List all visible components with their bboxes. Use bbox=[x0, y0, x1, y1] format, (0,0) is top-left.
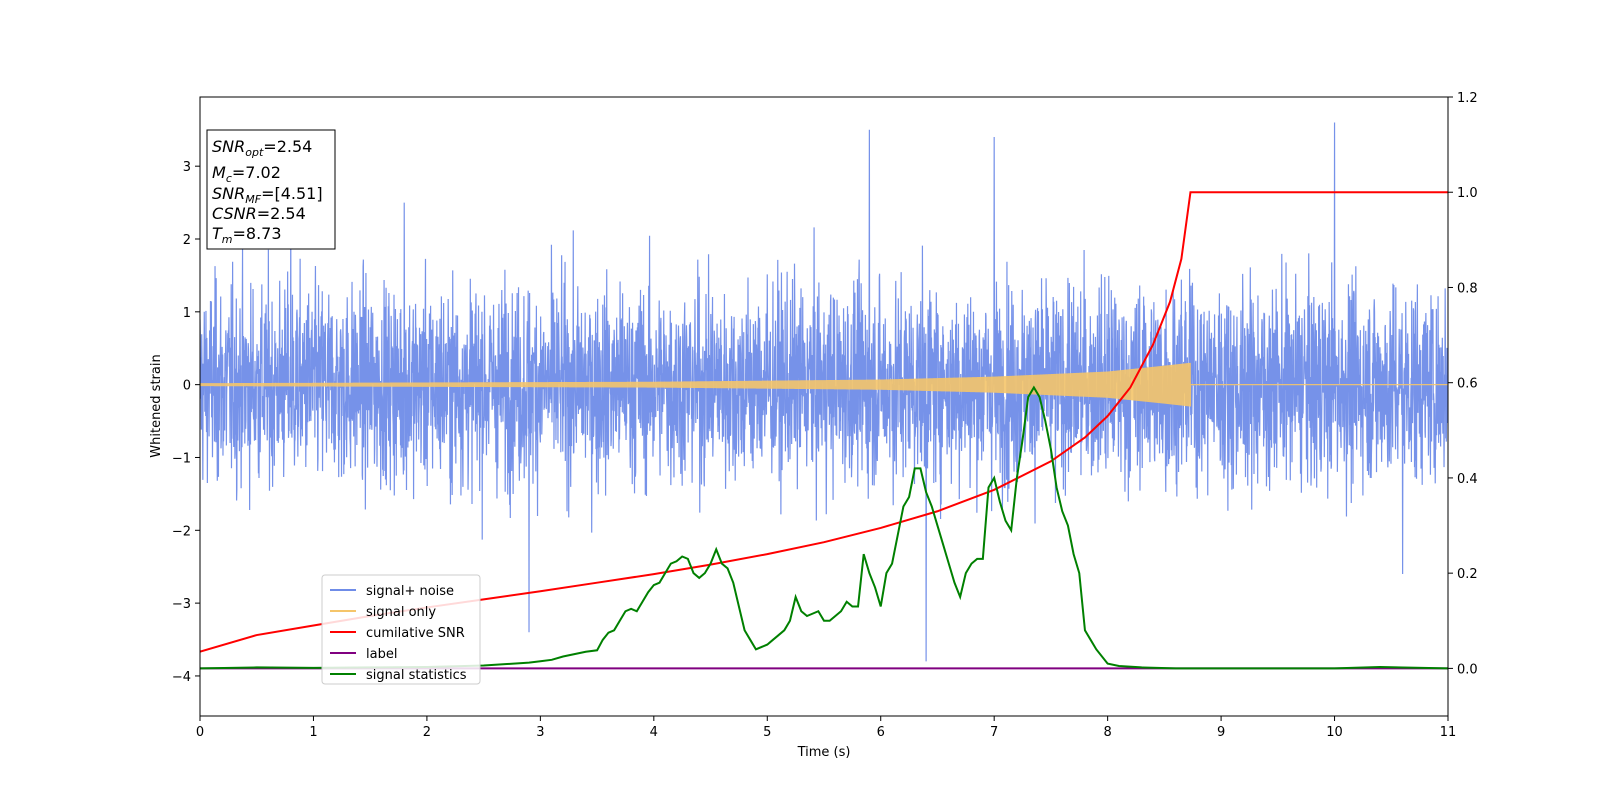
legend-entry: signal only bbox=[366, 605, 436, 620]
info-mc: Mc=7.02 bbox=[212, 163, 281, 185]
y-right-tick-label: 0.4 bbox=[1457, 472, 1478, 487]
info-tm: Tm=8.73 bbox=[212, 224, 282, 246]
x-axis-label: Time (s) bbox=[797, 745, 851, 760]
y-right-tick-label: 0.6 bbox=[1457, 377, 1478, 392]
y-left-tick-label: 2 bbox=[183, 233, 191, 248]
info-csnr: CSNR=2.54 bbox=[212, 204, 306, 223]
legend-entry: cumilative SNR bbox=[366, 626, 465, 641]
legend-entry: signal statistics bbox=[366, 668, 467, 683]
y-right-tick-label: 0.8 bbox=[1457, 281, 1478, 296]
x-tick-label: 10 bbox=[1326, 725, 1343, 740]
y-right-tick-label: 0.0 bbox=[1457, 662, 1478, 677]
legend-entry: label bbox=[366, 647, 397, 662]
x-tick-label: 5 bbox=[763, 725, 771, 740]
y-left-tick-label: −3 bbox=[172, 597, 191, 612]
plot-frame bbox=[199, 96, 1449, 717]
legend-frame bbox=[321, 574, 481, 685]
x-tick-label: 3 bbox=[536, 725, 544, 740]
y-left-tick-label: −4 bbox=[172, 670, 191, 685]
y-right-tick-label: 1.2 bbox=[1457, 91, 1478, 106]
legend-entry: signal+ noise bbox=[366, 584, 454, 599]
y-axis-left: −4 −3 −2 −1 0 1 2 3 bbox=[172, 160, 200, 685]
x-tick-label: 1 bbox=[309, 725, 317, 740]
y-left-tick-label: 3 bbox=[183, 160, 191, 175]
x-tick-label: 7 bbox=[990, 725, 998, 740]
y-left-tick-label: −1 bbox=[172, 451, 191, 466]
y-left-tick-label: 0 bbox=[183, 379, 191, 394]
info-box-frame bbox=[206, 129, 336, 250]
y-left-tick-label: −2 bbox=[172, 524, 191, 539]
x-tick-label: 6 bbox=[877, 725, 885, 740]
x-tick-label: 2 bbox=[423, 725, 431, 740]
x-tick-label: 9 bbox=[1217, 725, 1225, 740]
y-axis-label: Whitened strain bbox=[149, 354, 164, 457]
info-snr-opt: SNRopt=2.54 bbox=[212, 137, 312, 159]
legend: signal+ noise signal only cumilative SNR la… bbox=[321, 574, 481, 685]
x-tick-label: 4 bbox=[650, 725, 658, 740]
info-snr-mf: SNRMF=[4.51] bbox=[212, 184, 323, 206]
y-axis-right: 0.0 0.2 0.4 0.6 0.8 1.0 1.2 bbox=[1448, 91, 1478, 677]
y-right-tick-label: 1.0 bbox=[1457, 186, 1478, 201]
y-left-tick-label: 1 bbox=[183, 306, 191, 321]
y-right-tick-label: 0.2 bbox=[1457, 567, 1478, 582]
x-tick-label: 8 bbox=[1103, 725, 1111, 740]
series-signal-statistics bbox=[200, 385, 1448, 670]
series-signal-only bbox=[200, 362, 1448, 407]
series-signal-noise bbox=[200, 122, 1448, 662]
x-axis: 0 1 2 3 4 5 6 7 8 9 10 11 bbox=[196, 716, 1456, 740]
info-box: SNRopt=2.54 Mc=7.02 SNRMF=[4.51] CSNR=2.… bbox=[206, 129, 336, 250]
x-tick-label: 0 bbox=[196, 725, 204, 740]
x-tick-label: 11 bbox=[1440, 725, 1457, 740]
